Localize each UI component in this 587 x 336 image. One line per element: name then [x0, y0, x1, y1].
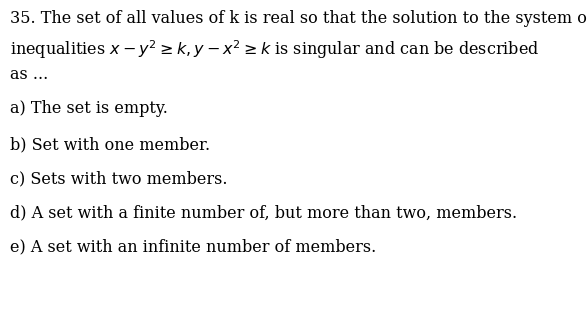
Text: c) Sets with two members.: c) Sets with two members.: [10, 170, 228, 187]
Text: as ...: as ...: [10, 66, 48, 83]
Text: d) A set with a finite number of, but more than two, members.: d) A set with a finite number of, but mo…: [10, 204, 517, 221]
Text: inequalities $x - y^{2} \geq k, y - x^{2} \geq k$ is singular and can be describ: inequalities $x - y^{2} \geq k, y - x^{2…: [10, 38, 539, 61]
Text: e) A set with an infinite number of members.: e) A set with an infinite number of memb…: [10, 238, 376, 255]
Text: 35. The set of all values of k is real so that the solution to the system of: 35. The set of all values of k is real s…: [10, 10, 587, 27]
Text: b) Set with one member.: b) Set with one member.: [10, 136, 210, 153]
Text: a) The set is empty.: a) The set is empty.: [10, 100, 168, 117]
